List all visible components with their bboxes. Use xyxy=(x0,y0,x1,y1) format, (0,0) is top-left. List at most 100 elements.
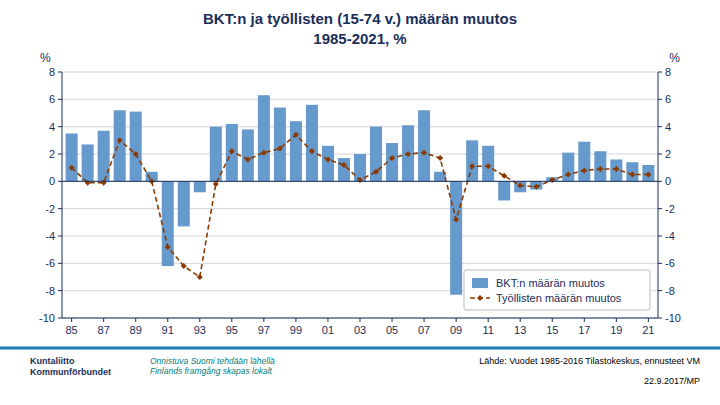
line-marker xyxy=(325,156,331,162)
y-tick xyxy=(58,126,62,127)
bar xyxy=(98,131,110,182)
bar xyxy=(578,142,590,182)
zero-line xyxy=(62,181,658,182)
line-marker xyxy=(165,244,171,250)
y-axis-label: % xyxy=(40,51,51,65)
y-tick xyxy=(58,263,62,264)
line-marker xyxy=(517,182,523,188)
grid-line xyxy=(62,263,658,264)
x-tick-label: 13 xyxy=(514,324,526,336)
y2-tick xyxy=(658,181,662,182)
y-tick-label: -4 xyxy=(45,230,55,242)
line-marker xyxy=(453,217,459,223)
grid xyxy=(62,72,658,318)
bar xyxy=(194,181,206,192)
grid-line xyxy=(62,99,658,100)
line-marker xyxy=(613,166,619,172)
x-tick xyxy=(327,318,328,322)
y2-tick-label: -4 xyxy=(665,230,675,242)
y2-tick-label: 2 xyxy=(665,148,671,160)
line-marker xyxy=(405,151,411,157)
bar xyxy=(450,181,462,294)
axes: -10-8-6-4-202468-10-8-6-4-20246885878991… xyxy=(39,51,681,336)
bar xyxy=(66,134,78,182)
y2-tick xyxy=(658,236,662,237)
line-marker xyxy=(101,180,107,186)
legend-marker xyxy=(477,295,483,301)
grid-line xyxy=(62,208,658,209)
x-tick-label: 03 xyxy=(354,324,366,336)
y-tick-label: 2 xyxy=(49,148,55,160)
y-axis-line xyxy=(62,72,63,318)
bar xyxy=(290,121,302,181)
grid-line xyxy=(62,72,658,73)
y-tick-label: -2 xyxy=(45,203,55,215)
y2-tick-label: 4 xyxy=(665,121,671,133)
x-tick xyxy=(295,318,296,322)
footer-separator xyxy=(0,347,720,350)
y2-tick-label: -6 xyxy=(665,257,675,269)
x-tick-label: 89 xyxy=(130,324,142,336)
bar xyxy=(162,181,174,266)
y2-axis-label: % xyxy=(669,51,680,65)
y-tick-label: 6 xyxy=(49,93,55,105)
legend-label: BKT:n määrän muutos xyxy=(496,277,605,289)
line-marker xyxy=(501,173,507,179)
x-tick-label: 95 xyxy=(226,324,238,336)
line-marker xyxy=(597,166,603,172)
legend-swatch xyxy=(472,278,488,288)
line-marker xyxy=(213,181,219,187)
line-marker xyxy=(117,137,123,143)
y2-tick-label: 6 xyxy=(665,93,671,105)
bar xyxy=(210,127,222,182)
source: Lähde: Vuodet 1985-2016 Tilastokeskus, e… xyxy=(479,356,700,366)
bar xyxy=(498,181,510,200)
x-tick-label: 05 xyxy=(386,324,398,336)
y-tick-label: 4 xyxy=(49,121,55,133)
line-marker xyxy=(261,150,267,156)
bar xyxy=(178,181,190,226)
chart: BKT:n ja työllisten (15-74 v.) määrän mu… xyxy=(0,0,720,405)
y-tick xyxy=(58,181,62,182)
x-tick-label: 91 xyxy=(162,324,174,336)
line-marker xyxy=(197,274,203,280)
legend: BKT:n määrän muutosTyöllisten määrän muu… xyxy=(464,270,650,310)
footer-slogan: Onnistuva Suomi tehdään lähelläFinlands … xyxy=(150,356,275,376)
footer-logo: KuntaliittoKommunförbundet xyxy=(30,356,111,377)
x-tick xyxy=(488,318,489,322)
y2-tick-label: -10 xyxy=(665,312,681,324)
bar xyxy=(114,110,126,181)
x-tick xyxy=(424,318,425,322)
plot-area xyxy=(66,95,655,295)
y-tick-label: 0 xyxy=(49,175,55,187)
y2-tick xyxy=(658,208,662,209)
x-tick xyxy=(456,318,457,322)
title: BKT:n ja työllisten (15-74 v.) määrän mu… xyxy=(203,10,517,27)
bar xyxy=(322,146,334,182)
y2-tick xyxy=(658,72,662,73)
x-tick-label: 87 xyxy=(98,324,110,336)
x-tick-label: 17 xyxy=(578,324,590,336)
line-marker xyxy=(421,150,427,156)
y2-tick-label: -8 xyxy=(665,285,675,297)
line-marker xyxy=(389,155,395,161)
x-tick xyxy=(231,318,232,322)
line-marker xyxy=(469,163,475,169)
bar xyxy=(258,95,270,181)
legend-box xyxy=(464,270,650,310)
y-tick-label: -8 xyxy=(45,285,55,297)
line-marker xyxy=(645,172,651,178)
bar xyxy=(226,124,238,181)
bar xyxy=(242,129,254,181)
line-marker xyxy=(549,177,555,183)
x-tick xyxy=(552,318,553,322)
line-marker xyxy=(437,155,443,161)
bar xyxy=(402,125,414,181)
y2-tick-label: 8 xyxy=(665,66,671,78)
line-marker xyxy=(629,172,635,178)
y2-tick xyxy=(658,290,662,291)
line-marker xyxy=(485,163,491,169)
y-tick-label: -6 xyxy=(45,257,55,269)
y2-tick xyxy=(658,99,662,100)
y2-tick-label: -2 xyxy=(665,203,675,215)
